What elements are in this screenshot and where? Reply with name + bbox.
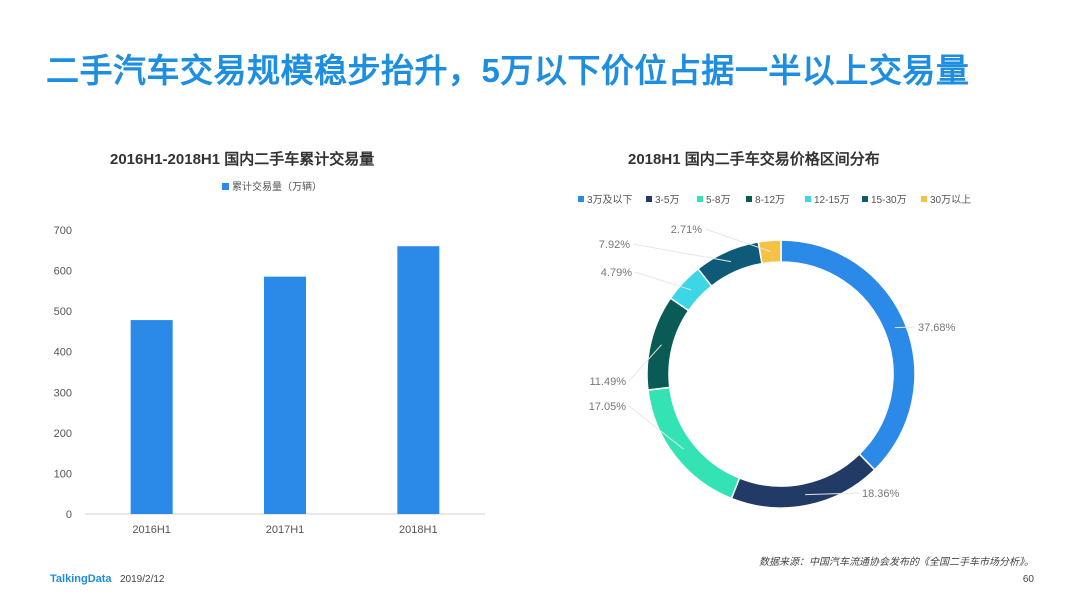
leader-line xyxy=(894,326,916,329)
x-tick-label: 2016H1 xyxy=(132,524,171,536)
legend-swatch xyxy=(222,183,229,190)
x-tick-label: 2017H1 xyxy=(266,524,305,536)
donut-slice xyxy=(780,239,916,471)
data-label: 4.79% xyxy=(601,267,632,279)
legend-swatch xyxy=(697,196,703,202)
y-tick-label: 200 xyxy=(54,428,72,440)
donut-chart-title: 2018H1 国内二手车交易价格区间分布 xyxy=(628,151,880,168)
legend-label: 12-15万 xyxy=(814,195,850,206)
leader-line xyxy=(634,271,692,291)
page-number: 60 xyxy=(1022,574,1034,585)
legend-label: 15-30万 xyxy=(871,195,907,206)
leader-line xyxy=(805,492,860,496)
footer-date: 2019/2/12 xyxy=(120,574,165,585)
bar-chart-title: 2016H1-2018H1 国内二手车累计交易量 xyxy=(110,151,375,168)
leader-line xyxy=(632,243,732,263)
data-label: 7.92% xyxy=(599,239,630,251)
legend-label: 30万以上 xyxy=(930,194,971,206)
y-tick-label: 500 xyxy=(54,306,72,318)
brand-logo: TalkingData xyxy=(50,573,112,585)
leader-line xyxy=(628,344,662,382)
bar xyxy=(130,320,173,514)
leader-line xyxy=(704,228,771,252)
y-tick-label: 600 xyxy=(54,266,72,278)
legend-swatch xyxy=(805,196,811,202)
legend-label: 5-8万 xyxy=(706,195,730,206)
x-tick-label: 2018H1 xyxy=(399,524,438,536)
donut-slice xyxy=(730,453,876,509)
y-tick-label: 400 xyxy=(54,347,72,359)
slide-title: 二手汽车交易规模稳步抬升，5万以下价位占据一半以上交易量 xyxy=(46,52,970,89)
y-tick-label: 700 xyxy=(54,225,72,237)
legend-swatch xyxy=(921,196,927,202)
y-tick-label: 300 xyxy=(54,387,72,399)
donut-slice xyxy=(757,239,782,265)
legend-label: 累计交易量（万辆） xyxy=(232,180,322,193)
donut-slice xyxy=(647,386,741,500)
source-note: 数据来源：中国汽车流通协会发布的《全国二手车市场分析》。 xyxy=(759,557,1034,568)
data-label: 11.49% xyxy=(590,376,627,388)
bar xyxy=(397,246,440,514)
legend-swatch xyxy=(646,196,652,202)
legend-swatch xyxy=(862,196,868,202)
bar xyxy=(264,276,306,514)
legend-label: 3-5万 xyxy=(655,195,679,206)
data-label: 17.05% xyxy=(589,401,627,413)
donut-slice xyxy=(646,297,690,391)
data-label: 18.36% xyxy=(862,488,900,500)
y-tick-label: 0 xyxy=(66,509,72,521)
y-tick-label: 100 xyxy=(54,468,72,480)
data-label: 2.71% xyxy=(671,224,702,236)
leader-line xyxy=(628,405,684,450)
donut-slice xyxy=(696,241,763,288)
data-label: 37.68% xyxy=(918,322,956,334)
legend-label: 8-12万 xyxy=(755,195,785,206)
legend-label: 3万及以下 xyxy=(587,194,633,206)
legend-swatch xyxy=(746,196,752,202)
legend-swatch xyxy=(578,196,584,202)
